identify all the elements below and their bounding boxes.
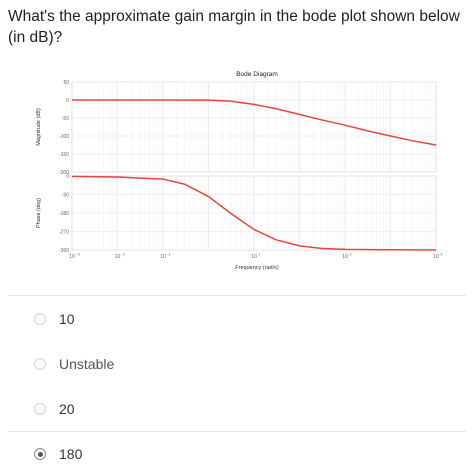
phase-tick-label: -360 [59,248,69,254]
question-text: What's the approximate gain margin in th… [8,8,460,46]
phase-tick-label: 0 [66,174,69,180]
x-tick-label: 10 1 [251,253,260,261]
divider [8,431,466,432]
radio-button[interactable] [34,448,46,460]
x-tick-label: 10 5 [433,253,442,261]
radio-button[interactable] [34,403,46,415]
phase-tick-label: -180 [59,211,69,217]
answer-option-label: 180 [59,446,83,462]
x-tick-exponent: -1 [168,253,171,257]
magnitude-tick-label: 0 [66,98,69,104]
bode-plot: Bode Diagram Magnitude (dB) Phase (deg) … [36,71,443,271]
x-tick-exponent: 1 [259,253,261,257]
divider [8,295,466,296]
x-tick-base: 10 [69,254,75,260]
x-tick-exponent: -3 [77,253,80,257]
x-tick-base: 10 [160,254,166,260]
phase-tick-label: -90 [62,193,69,199]
magnitude-axis-label: Magnitude (dB) [36,108,42,146]
x-tick-label: 10 -1 [160,253,171,261]
x-tick-exponent: 3 [350,253,352,257]
magnitude-tick-label: -50 [62,116,69,122]
magnitude-tick-label: -150 [59,152,69,158]
answer-option-180[interactable]: 180 [34,441,82,467]
magnitude-tick-label: -200 [59,170,69,176]
answer-option-label: Unstable [59,356,115,372]
x-tick-base: 10 [342,254,348,260]
answer-option-unstable[interactable]: Unstable [34,351,114,377]
magnitude-series-line [72,99,437,146]
x-tick-exponent: 5 [441,253,443,257]
answer-option-20[interactable]: 20 [34,396,75,422]
x-tick-exponent: -2 [122,253,125,257]
radio-button[interactable] [34,313,46,325]
radio-button[interactable] [34,358,46,370]
x-tick-label: 10 -2 [115,253,126,261]
answer-option-10[interactable]: 10 [34,306,75,332]
chart-title: Bode Diagram [236,71,278,78]
answer-option-label: 10 [59,311,75,327]
x-tick-label: 10 -3 [69,253,80,261]
x-tick-base: 10 [251,254,257,260]
answer-option-label: 20 [59,401,75,417]
phase-series-line [71,175,437,251]
x-tick-base: 10 [433,254,439,260]
magnitude-tick-label: -100 [59,134,69,140]
frequency-axis-label: Frequency (rad/s) [235,265,279,271]
phase-tick-label: -270 [59,230,69,236]
magnitude-tick-label: 50 [63,80,69,86]
x-tick-label: 10 3 [342,253,351,261]
phase-axis-label: Phase (deg) [36,198,42,228]
x-tick-base: 10 [115,254,121,260]
